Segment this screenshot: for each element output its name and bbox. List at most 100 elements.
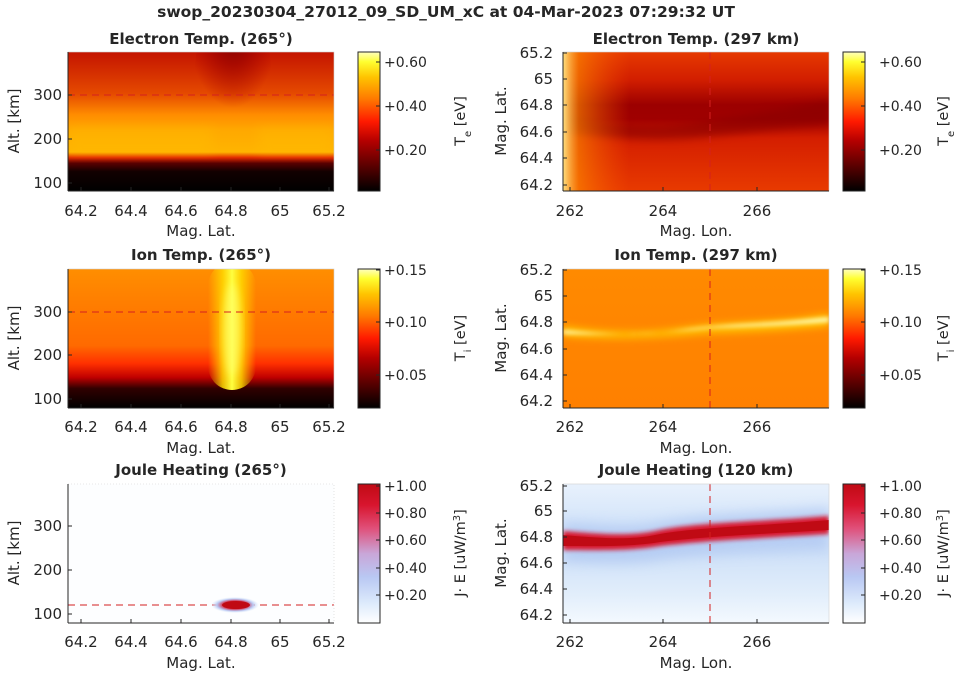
y-tick-label: 200 <box>33 130 62 148</box>
x-axis-label: Mag. Lat. <box>166 654 235 672</box>
panel-ion-temp-map: Ion Temp. (297 km) 64.2 64.4 64.6 64.8 6… <box>492 246 957 457</box>
x-tick-label: 64.8 <box>214 418 247 436</box>
y-axis: 64.2 64.4 64.6 64.8 65 65.2 Mag. Lat. <box>492 477 567 624</box>
colorbar-tick-label: +0.60 <box>879 55 922 71</box>
y-tick-label: 65.2 <box>520 477 553 495</box>
x-axis: 64.2 64.4 64.6 64.8 65 65.2 Mag. Lat. <box>64 187 346 240</box>
panel-joule-heating-altitude: Joule Heating (265°) 100 200 300 Alt. [k… <box>5 461 469 672</box>
y-tick-label: 65 <box>534 287 553 305</box>
colorbar: +0.20 +0.40 +0.60 Te [eV] <box>842 51 957 192</box>
colorbar-tick-label: +0.40 <box>384 561 427 577</box>
heatmap-image <box>68 52 334 191</box>
panel-electron-temp-altitude: Electron Temp. (265°) 100 200 300 Alt. [… <box>5 30 474 240</box>
colorbar-tick-label: +0.60 <box>879 533 922 549</box>
heatmap-image <box>563 269 829 408</box>
x-tick-label: 64.2 <box>64 633 97 651</box>
y-tick-label: 64.2 <box>520 176 553 194</box>
y-tick-label: 200 <box>33 561 62 579</box>
x-tick-label: 264 <box>649 418 678 436</box>
x-axis-label: Mag. Lon. <box>660 222 733 240</box>
x-tick-label: 64.6 <box>164 418 197 436</box>
x-tick-label: 266 <box>743 633 772 651</box>
x-axis-label: Mag. Lon. <box>660 654 733 672</box>
colorbar-label: Ti [eV] <box>936 315 957 362</box>
x-axis-label: Mag. Lon. <box>660 439 733 457</box>
colorbar-tick-label: +0.60 <box>384 533 427 549</box>
y-tick-label: 64.4 <box>520 366 553 384</box>
colorbar-tick-label: +0.40 <box>384 99 427 115</box>
y-tick-label: 65.2 <box>520 44 553 62</box>
y-tick-label: 65 <box>534 502 553 520</box>
y-axis-label: Alt. [km] <box>5 306 23 371</box>
x-tick-label: 64.4 <box>114 202 147 220</box>
heatmap-image <box>563 52 829 191</box>
colorbar-tick-label: +0.20 <box>384 588 427 604</box>
colorbar-tick-label: +0.15 <box>384 263 427 279</box>
y-tick-label: 200 <box>33 346 62 364</box>
y-axis-label: Mag. Lat. <box>492 303 510 372</box>
colorbar-label: Ti [eV] <box>453 315 474 362</box>
panel-electron-temp-map: Electron Temp. (297 km) 64.2 64.4 64.6 6… <box>492 30 957 240</box>
x-tick-label: 266 <box>743 202 772 220</box>
x-tick-label: 64.2 <box>64 418 97 436</box>
y-axis-label: Mag. Lat. <box>492 518 510 587</box>
colorbar-tick-label: +0.20 <box>384 143 427 159</box>
x-tick-label: 65 <box>270 202 289 220</box>
panel-title: Ion Temp. (265°) <box>131 246 271 264</box>
x-tick-label: 262 <box>556 202 585 220</box>
x-tick-label: 262 <box>556 633 585 651</box>
panel-title: Ion Temp. (297 km) <box>614 246 777 264</box>
y-tick-label: 64.4 <box>520 580 553 598</box>
x-axis-label: Mag. Lat. <box>166 222 235 240</box>
colorbar-tick-label: +0.15 <box>879 263 922 279</box>
heatmap-image <box>563 484 829 623</box>
x-axis: 64.2 64.4 64.6 64.8 65 65.2 Mag. Lat. <box>64 404 346 457</box>
y-tick-label: 64.8 <box>520 96 553 114</box>
colorbar-tick-label: +0.05 <box>879 368 922 384</box>
y-tick-label: 64.6 <box>520 340 553 358</box>
colorbar: +0.20 +0.40 +0.60 +0.80 +1.00 J· E [uW/m… <box>842 479 953 624</box>
x-axis: 64.2 64.4 64.6 64.8 65 65.2 Mag. Lat. <box>64 619 346 672</box>
x-tick-label: 65.2 <box>312 633 345 651</box>
y-axis: 64.2 64.4 64.6 64.8 65 65.2 Mag. Lat. <box>492 261 567 410</box>
y-tick-label: 64.2 <box>520 392 553 410</box>
y-tick-label: 64.6 <box>520 554 553 572</box>
x-axis: 262 264 266 Mag. Lon. <box>556 619 829 672</box>
panel-joule-heating-map: Joule Heating (120 km) 64.2 64.4 64.6 64… <box>492 461 952 672</box>
y-axis-label: Alt. [km] <box>5 521 23 586</box>
x-axis: 262 264 266 Mag. Lon. <box>556 187 829 240</box>
panel-title: Joule Heating (120 km) <box>598 461 794 479</box>
colorbar-label: Te [eV] <box>453 96 474 147</box>
x-tick-label: 64.2 <box>64 202 97 220</box>
x-tick-label: 65.2 <box>312 418 345 436</box>
figure-title: swop_20230304_27012_09_SD_UM_xC at 04-Ma… <box>157 3 735 21</box>
x-tick-label: 64.6 <box>164 633 197 651</box>
y-axis-label: Alt. [km] <box>5 89 23 154</box>
colorbar: +0.05 +0.10 +0.15 Ti [eV] <box>357 263 474 409</box>
colorbar-tick-label: +0.40 <box>879 99 922 115</box>
x-tick-label: 262 <box>556 418 585 436</box>
colorbar: +0.20 +0.40 +0.60 +0.80 +1.00 J· E [uW/m… <box>357 479 470 624</box>
x-tick-label: 64.6 <box>164 202 197 220</box>
colorbar-tick-label: +0.05 <box>384 368 427 384</box>
colorbar-label: J· E [uW/m3] <box>452 509 470 598</box>
heatmap-image <box>68 269 334 408</box>
y-tick-label: 300 <box>33 303 62 321</box>
panel-title: Electron Temp. (297 km) <box>593 30 800 48</box>
y-tick-label: 300 <box>33 517 62 535</box>
colorbar-tick-label: +1.00 <box>879 479 922 495</box>
y-tick-label: 100 <box>33 605 62 623</box>
x-tick-label: 264 <box>649 633 678 651</box>
colorbar-label: J· E [uW/m3] <box>935 509 953 598</box>
x-axis: 262 264 266 Mag. Lon. <box>556 404 829 457</box>
colorbar-tick-label: +0.10 <box>879 315 922 331</box>
y-tick-label: 64.6 <box>520 123 553 141</box>
y-axis-label: Mag. Lat. <box>492 86 510 155</box>
y-axis: 64.2 64.4 64.6 64.8 65 65.2 Mag. Lat. <box>492 44 567 194</box>
colorbar: +0.20 +0.40 +0.60 Te [eV] <box>357 51 474 192</box>
panel-title: Electron Temp. (265°) <box>109 30 292 48</box>
colorbar-label: Te [eV] <box>936 96 957 147</box>
y-axis: 100 200 300 Alt. [km] <box>5 269 72 408</box>
y-tick-label: 300 <box>33 86 62 104</box>
x-tick-label: 266 <box>743 418 772 436</box>
